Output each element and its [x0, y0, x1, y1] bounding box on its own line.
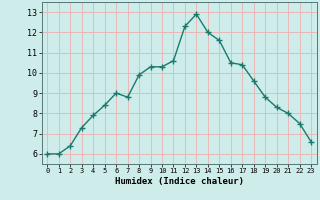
- X-axis label: Humidex (Indice chaleur): Humidex (Indice chaleur): [115, 177, 244, 186]
